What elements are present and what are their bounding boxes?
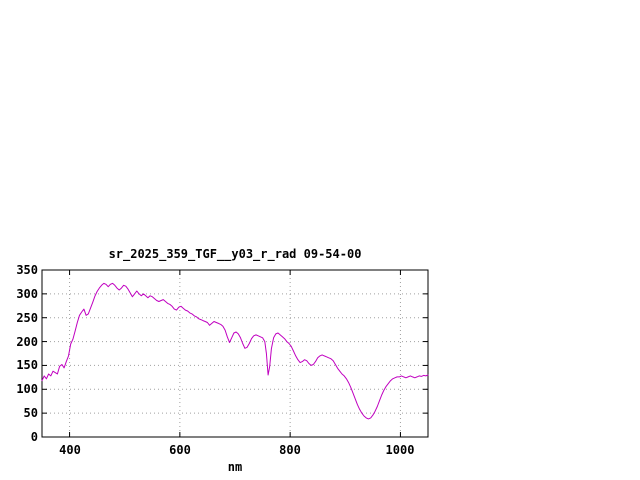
y-tick-label-250: 250 [16,311,38,325]
y-tick-label-300: 300 [16,287,38,301]
y-tick-label-50: 50 [23,406,38,420]
x-tick-label-600: 600 [169,443,191,457]
y-tick-label-150: 150 [16,358,38,372]
x-axis-label: nm [227,460,243,474]
y-tick-label-350: 350 [16,263,38,277]
y-tick-label-0: 0 [30,430,38,444]
x-tick-label-400: 400 [59,443,81,457]
y-tick-label-100: 100 [16,382,38,396]
x-tick-label-800: 800 [279,443,301,457]
chart-title: sr_2025_359_TGF__y03_r_rad 09-54-00 [108,247,362,261]
y-tick-label-200: 200 [16,335,38,349]
x-tick-label-1000: 1000 [385,443,415,457]
